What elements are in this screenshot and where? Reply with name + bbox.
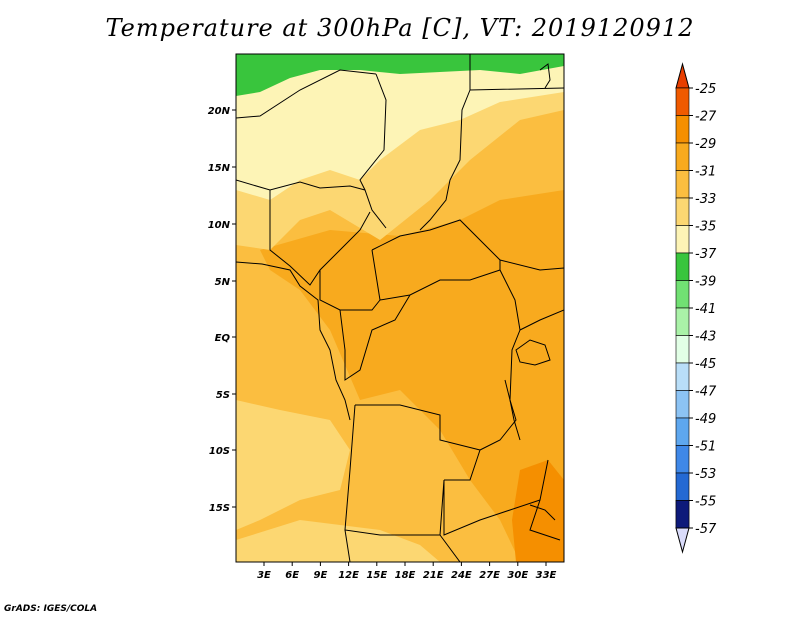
colorbar-segment — [675, 225, 690, 254]
border-angola — [344, 404, 445, 536]
lon-label: 24E — [451, 570, 472, 581]
lon-label: 9E — [314, 570, 328, 581]
lat-label: 5N — [215, 277, 231, 288]
colorbar-segment — [675, 170, 690, 199]
colorbar-label: -43 — [695, 330, 716, 345]
colorbar-label: -31 — [695, 165, 716, 180]
colorbar: -25 -27 -29 -31 -33 -35 -37 -39 -41 -43 -45 -47 -49 -… — [675, 62, 717, 554]
colorbar-label: -35 — [695, 220, 716, 235]
border-drc-south — [355, 404, 481, 481]
country-borders — [236, 54, 564, 562]
temperature-fill — [236, 54, 564, 562]
colorbar-label: -51 — [695, 440, 716, 455]
border-car-south — [371, 249, 501, 301]
map-frame — [235, 53, 565, 563]
lake-tanganyika — [504, 379, 521, 441]
coastline-west — [236, 261, 351, 421]
border-chad-north — [359, 73, 387, 229]
colorbar-label: -47 — [695, 385, 717, 400]
lat-label: 20N — [208, 106, 231, 117]
border-chad-sudan — [419, 89, 471, 231]
colorbar-bottom-arrow — [675, 527, 690, 554]
lon-label: 21E — [423, 570, 444, 581]
border-mozambique — [529, 499, 561, 541]
colorbar-label: -41 — [695, 302, 716, 317]
lon-label: 33E — [536, 570, 557, 581]
border-namibia — [439, 534, 461, 562]
lon-label: 15E — [366, 570, 387, 581]
colorbar-segment — [675, 280, 690, 309]
colorbar-segment — [675, 115, 690, 144]
border-niger — [236, 69, 377, 119]
lat-label: EQ — [215, 333, 231, 344]
lake-victoria — [515, 339, 551, 366]
colorbar-segment — [675, 197, 690, 226]
colorbar-label: -57 — [695, 522, 717, 537]
red-sea-coast — [539, 63, 551, 89]
colorbar-label: -25 — [695, 82, 716, 97]
colorbar-label: -33 — [695, 192, 716, 207]
border-sudan-south — [499, 259, 564, 271]
colorbar-segment — [675, 142, 690, 171]
lat-label: 10N — [208, 220, 231, 231]
lat-label: 10S — [209, 446, 230, 457]
border-nigeria — [269, 190, 371, 286]
colorbar-segment — [675, 252, 690, 281]
colorbar-segment — [675, 390, 690, 419]
colorbar-label: -27 — [695, 110, 717, 125]
lon-label: 12E — [338, 570, 359, 581]
latitude-axis: 20N 15N 10N 5N EQ 5S 10S 15S — [208, 106, 236, 514]
fill-pale-north — [236, 54, 564, 200]
colorbar-label: -29 — [695, 137, 716, 152]
lon-label: 3E — [257, 570, 271, 581]
colorbar-label: -53 — [695, 467, 716, 482]
border-niger-south — [236, 179, 366, 191]
border-south — [344, 529, 351, 562]
colorbar-segment — [675, 500, 690, 529]
lon-label: 27E — [479, 570, 500, 581]
border-east-africa — [519, 309, 564, 331]
lon-label: 18E — [395, 570, 416, 581]
border-zambia — [443, 459, 549, 536]
colorbar-label: -37 — [695, 247, 717, 262]
lat-label: 15N — [208, 163, 231, 174]
border-drc-east — [479, 269, 521, 451]
colorbar-segment — [675, 445, 690, 474]
colorbar-label: -55 — [695, 495, 716, 510]
longitude-axis: 3E 6E 9E 12E 15E 18E 21E 24E 27E 30E 33E — [257, 562, 557, 581]
fill-green-north — [236, 54, 564, 96]
colorbar-segment — [675, 307, 690, 336]
credit-text: GrADS: IGES/COLA — [4, 604, 98, 614]
colorbar-segment — [675, 362, 690, 391]
colorbar-label: -39 — [695, 275, 716, 290]
fill-warm-east — [260, 190, 564, 562]
lat-label: 5S — [216, 390, 230, 401]
lake-malawi — [529, 504, 556, 521]
fill-warmest-se — [512, 460, 564, 562]
colorbar-segment — [675, 472, 690, 501]
fill-cool-sw — [236, 400, 350, 530]
colorbar-top-arrow — [675, 62, 690, 89]
colorbar-segment — [675, 335, 690, 364]
border-congo — [339, 294, 411, 381]
colorbar-label: -49 — [695, 412, 716, 427]
colorbar-segment — [675, 87, 690, 116]
colorbar-label: -45 — [695, 357, 716, 372]
chart-title: Temperature at 300hPa [C], VT: 201912091… — [105, 14, 695, 42]
lat-label: 15S — [209, 503, 230, 514]
fill-cool-s — [236, 520, 440, 562]
lon-label: 6E — [285, 570, 299, 581]
lon-label: 30E — [507, 570, 528, 581]
colorbar-segment — [675, 417, 690, 446]
